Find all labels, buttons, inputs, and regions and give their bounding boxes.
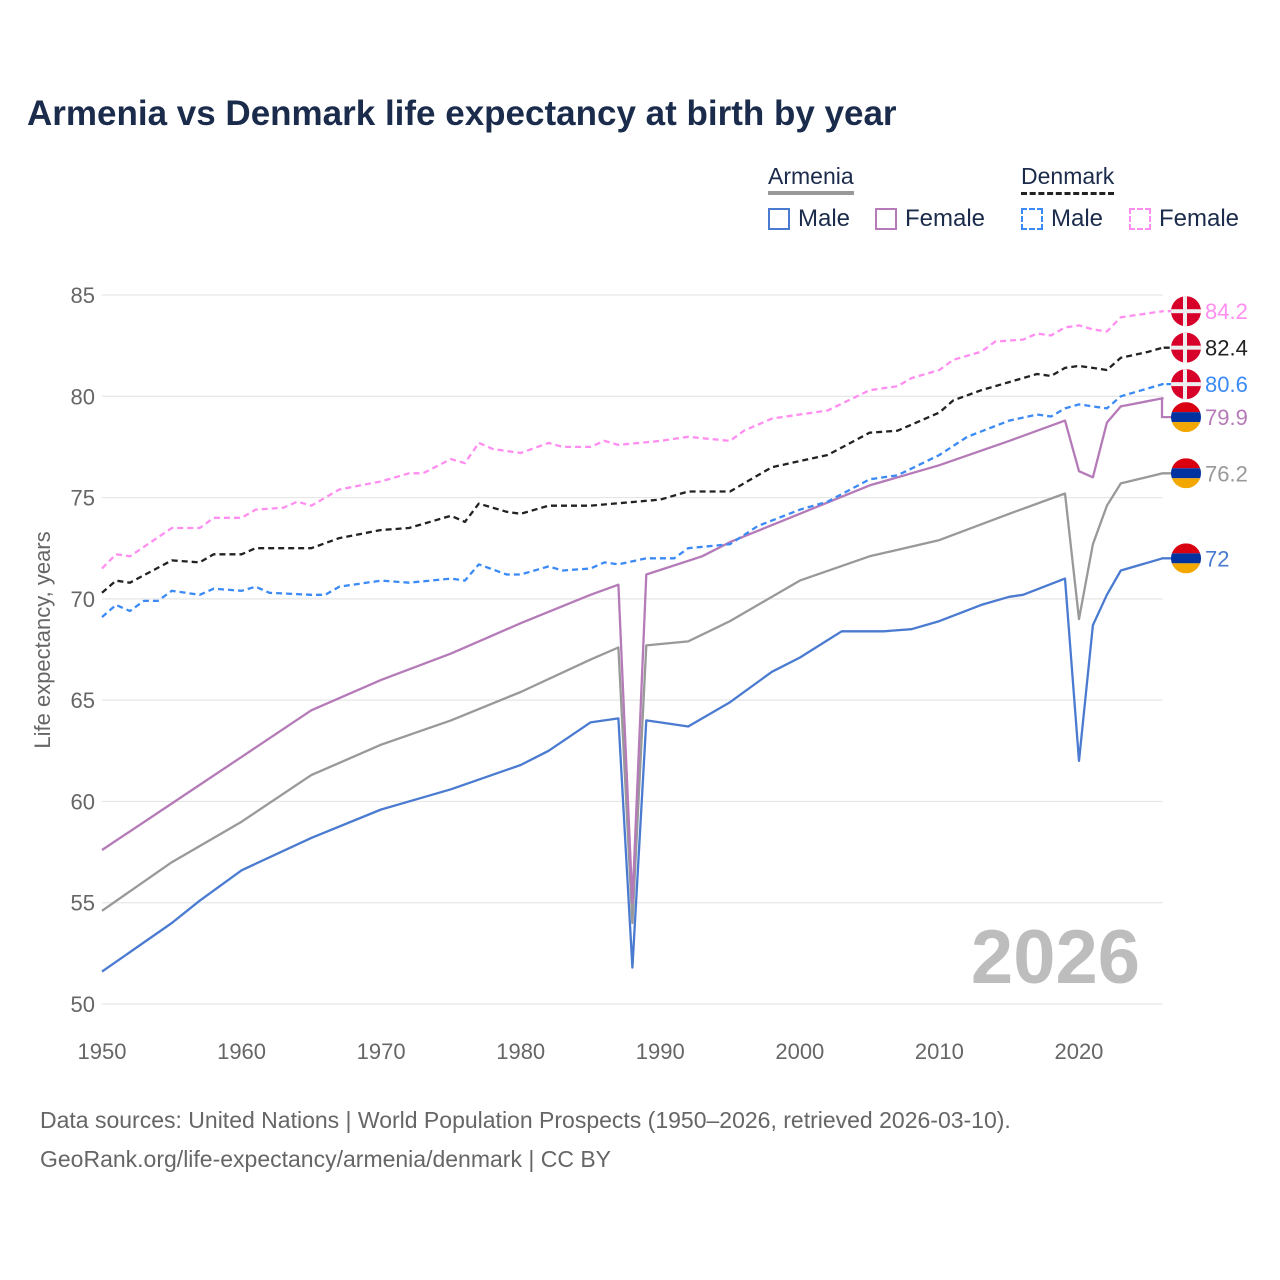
end-value-label: 82.4 xyxy=(1205,336,1248,361)
legend-group-label: Denmark xyxy=(1021,163,1115,189)
end-value-label: 84.2 xyxy=(1205,299,1248,324)
x-tick-label: 1960 xyxy=(217,1039,266,1064)
end-value-label: 79.9 xyxy=(1205,405,1248,430)
y-tick-label: 55 xyxy=(71,891,95,916)
y-axis-label: Life expectancy, years xyxy=(30,531,55,748)
y-tick-label: 75 xyxy=(71,486,95,511)
series-line-denmark xyxy=(101,346,1172,594)
x-tick-label: 2000 xyxy=(775,1039,824,1064)
legend-item-denmark-female[interactable]: Female xyxy=(1129,205,1239,233)
footer-link[interactable]: GeoRank.org/life-expectancy/armenia/denm… xyxy=(40,1146,612,1172)
legend-item-armenia-female[interactable]: Female xyxy=(875,205,985,233)
legend-group-armenia: Armenia xyxy=(768,163,854,195)
legend-label: Female xyxy=(905,205,986,232)
y-tick-label: 50 xyxy=(71,992,95,1017)
y-tick-label: 70 xyxy=(71,587,95,612)
denmark-flag-icon xyxy=(1171,369,1201,400)
y-tick-label: 85 xyxy=(71,283,95,308)
legend-item-armenia-male[interactable]: Male xyxy=(768,205,850,233)
x-tick-label: 1950 xyxy=(78,1039,127,1064)
end-value-label: 72 xyxy=(1205,546,1229,571)
armenia-flag-icon xyxy=(1171,402,1201,433)
series-line-armenia-female xyxy=(101,397,1172,904)
end-value-label: 80.6 xyxy=(1205,372,1248,397)
armenia-flag-icon xyxy=(1171,543,1201,574)
y-tick-label: 60 xyxy=(71,789,95,814)
denmark-flag-icon xyxy=(1171,332,1201,363)
x-tick-label: 1980 xyxy=(496,1039,545,1064)
series-line-denmark-female xyxy=(101,310,1172,570)
legend-group-label: Armenia xyxy=(768,163,854,189)
legend-swatch xyxy=(768,208,790,230)
end-value-label: 76.2 xyxy=(1205,461,1248,486)
year-watermark: 2026 xyxy=(971,915,1140,1000)
x-tick-label: 1970 xyxy=(357,1039,406,1064)
denmark-flag-icon xyxy=(1171,296,1201,327)
legend-label: Male xyxy=(1051,205,1104,232)
legend-swatch xyxy=(875,208,897,230)
x-tick-label: 2020 xyxy=(1054,1039,1103,1064)
x-tick-label: 2010 xyxy=(915,1039,964,1064)
legend-item-denmark-male[interactable]: Male xyxy=(1021,205,1103,233)
series-line-armenia xyxy=(101,472,1172,925)
legend-label: Male xyxy=(798,205,851,232)
legend-swatch xyxy=(1129,208,1151,230)
legend-label: Female xyxy=(1159,205,1240,232)
y-tick-label: 80 xyxy=(71,384,95,409)
series-line-armenia-male xyxy=(101,557,1172,973)
legend-group-denmark: Denmark xyxy=(1021,163,1115,195)
y-tick-label: 65 xyxy=(71,688,95,713)
chart-title: Armenia vs Denmark life expectancy at bi… xyxy=(27,94,897,133)
x-tick-label: 1990 xyxy=(636,1039,685,1064)
footer-sources: Data sources: United Nations | World Pop… xyxy=(40,1107,1011,1133)
armenia-flag-icon xyxy=(1171,458,1201,489)
legend-swatch xyxy=(1021,208,1043,230)
series-line-denmark-male xyxy=(101,382,1172,618)
